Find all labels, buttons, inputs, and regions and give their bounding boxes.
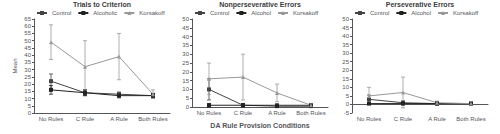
svg-text:10: 10 — [182, 86, 189, 92]
svg-text:50: 50 — [342, 16, 349, 22]
svg-text:Control: Control — [210, 10, 229, 16]
svg-text:Korsakoff: Korsakoff — [453, 10, 479, 16]
svg-text:65: 65 — [24, 16, 31, 22]
svg-text:Both Rules: Both Rules — [456, 116, 485, 122]
svg-text:Alcoholic: Alcoholic — [93, 10, 117, 16]
svg-text:20: 20 — [24, 81, 31, 87]
svg-text:Mean: Mean — [12, 58, 18, 73]
svg-text:A Rule: A Rule — [268, 110, 286, 116]
svg-text:Alcohol: Alcohol — [251, 10, 271, 16]
svg-text:40: 40 — [342, 33, 349, 39]
svg-text:No Rules: No Rules — [357, 116, 382, 122]
svg-text:C Rule: C Rule — [234, 110, 253, 116]
svg-text:10: 10 — [24, 96, 31, 102]
svg-text:45: 45 — [182, 25, 189, 31]
svg-text:30: 30 — [24, 67, 31, 73]
svg-text:Both Rules: Both Rules — [138, 116, 167, 122]
svg-text:Both Rules: Both Rules — [296, 110, 325, 116]
svg-text:5: 5 — [346, 93, 350, 99]
svg-text:Nonperseverative Errors: Nonperseverative Errors — [219, 1, 301, 9]
svg-text:5: 5 — [186, 95, 190, 101]
svg-text:0: 0 — [28, 110, 32, 116]
svg-text:Alcohol: Alcohol — [411, 10, 431, 16]
svg-text:C Rule: C Rule — [76, 116, 95, 122]
svg-text:No Rules: No Rules — [197, 110, 222, 116]
svg-text:30: 30 — [342, 50, 349, 56]
svg-text:5: 5 — [28, 103, 32, 109]
svg-text:Korsakoff: Korsakoff — [293, 10, 319, 16]
svg-text:20: 20 — [182, 69, 189, 75]
svg-text:-5: -5 — [344, 110, 350, 116]
svg-text:25: 25 — [342, 59, 349, 65]
svg-text:50: 50 — [24, 38, 31, 44]
svg-text:15: 15 — [182, 78, 189, 84]
svg-text:Perseverative Errors: Perseverative Errors — [386, 1, 455, 8]
svg-text:60: 60 — [24, 23, 31, 29]
svg-text:35: 35 — [24, 59, 31, 65]
svg-text:20: 20 — [342, 67, 349, 73]
svg-text:50: 50 — [182, 16, 189, 22]
svg-text:0: 0 — [346, 101, 350, 107]
svg-text:55: 55 — [24, 30, 31, 36]
svg-text:Trials to Criterion: Trials to Criterion — [73, 1, 131, 8]
svg-text:15: 15 — [342, 76, 349, 82]
svg-text:Control: Control — [370, 10, 389, 16]
svg-text:A Rule: A Rule — [110, 116, 128, 122]
svg-text:15: 15 — [24, 88, 31, 94]
svg-text:A Rule: A Rule — [428, 116, 446, 122]
svg-text:25: 25 — [24, 74, 31, 80]
svg-text:35: 35 — [182, 42, 189, 48]
svg-text:45: 45 — [342, 25, 349, 31]
svg-text:No Rules: No Rules — [39, 116, 64, 122]
svg-text:30: 30 — [182, 51, 189, 57]
svg-text:Korsakoff: Korsakoff — [139, 10, 165, 16]
svg-text:DA Rule Provision Conditions: DA Rule Provision Conditions — [210, 122, 309, 129]
svg-text:40: 40 — [24, 52, 31, 58]
svg-text:C Rule: C Rule — [394, 116, 413, 122]
svg-text:35: 35 — [342, 42, 349, 48]
svg-text:10: 10 — [342, 84, 349, 90]
svg-text:40: 40 — [182, 34, 189, 40]
svg-text:0: 0 — [186, 104, 190, 110]
svg-text:45: 45 — [24, 45, 31, 51]
svg-text:25: 25 — [182, 60, 189, 66]
svg-text:Control: Control — [52, 10, 71, 16]
